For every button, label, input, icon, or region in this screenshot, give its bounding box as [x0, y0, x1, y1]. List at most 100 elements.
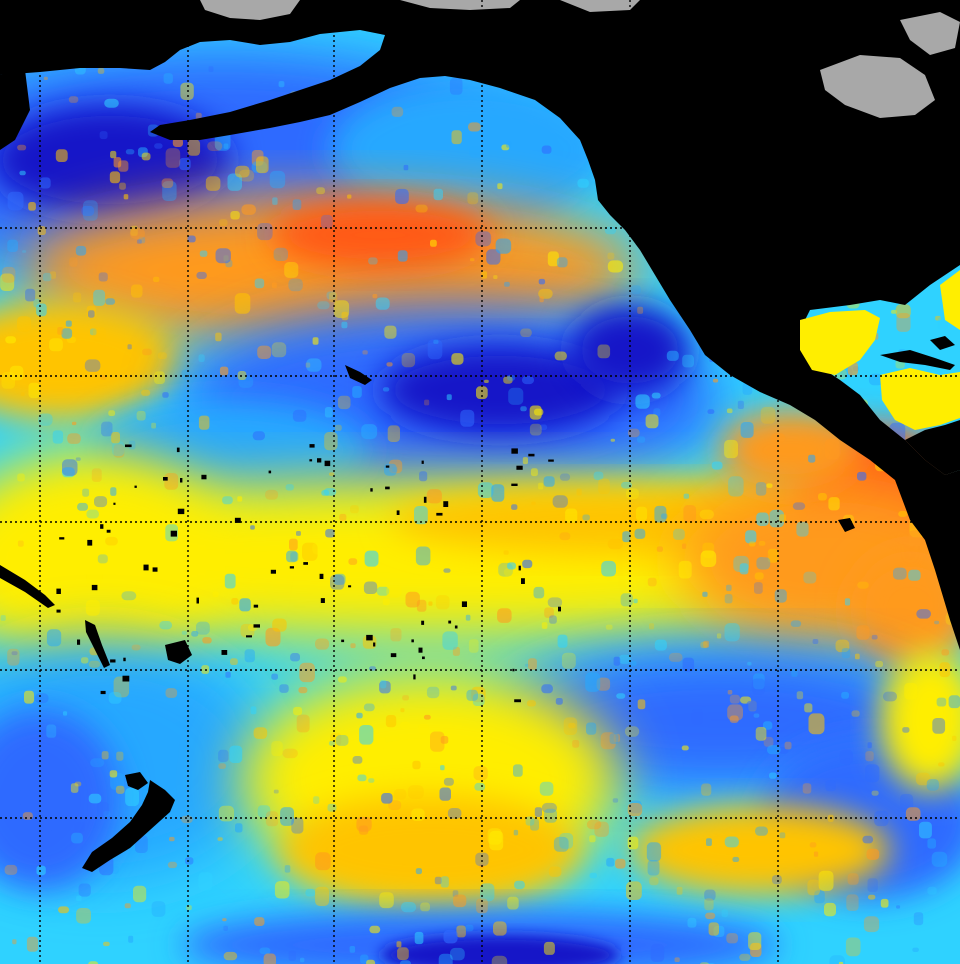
speckle [428, 601, 433, 606]
speckle [650, 943, 665, 962]
speckle [123, 194, 129, 200]
speckle [513, 829, 519, 836]
speckle [241, 204, 256, 215]
speckle [379, 681, 391, 694]
speckle [683, 505, 697, 523]
speckle [666, 350, 679, 361]
speckle [280, 807, 294, 826]
speckle [61, 467, 75, 478]
speckle [895, 304, 911, 319]
speckle [607, 260, 624, 273]
atoll [234, 517, 241, 523]
speckle [240, 623, 255, 638]
speckle [796, 691, 804, 700]
speckle [81, 205, 95, 216]
speckle [91, 468, 102, 482]
speckle [748, 932, 762, 950]
speckle [661, 513, 668, 519]
speckle [269, 170, 286, 189]
speckle [63, 711, 68, 716]
speckle [377, 737, 386, 749]
speckle [34, 693, 49, 704]
speckle [435, 595, 450, 610]
atoll [320, 598, 325, 603]
speckle [101, 751, 109, 760]
speckle [291, 817, 304, 834]
speckle [525, 663, 530, 667]
speckle [25, 288, 36, 302]
atoll [100, 524, 104, 529]
speckle [466, 689, 478, 701]
speckle [729, 694, 740, 704]
speckle [724, 439, 738, 459]
speckle [630, 285, 641, 295]
speckle [326, 291, 337, 300]
speckle [119, 182, 126, 190]
atoll [411, 639, 414, 643]
speckle [453, 894, 467, 908]
speckle [493, 921, 507, 936]
speckle [620, 593, 633, 607]
speckle [948, 695, 960, 709]
speckle [313, 796, 320, 804]
atoll [122, 675, 130, 682]
speckle [111, 432, 120, 444]
speckle [329, 472, 335, 476]
atoll-dots [56, 444, 561, 703]
speckle [440, 736, 449, 744]
atoll [324, 460, 331, 467]
speckle [919, 821, 932, 839]
speckle [99, 131, 108, 140]
island-chain-west [85, 620, 110, 668]
speckle [265, 811, 279, 827]
speckle [753, 673, 765, 690]
speckle [467, 192, 479, 205]
speckle [493, 275, 498, 279]
speckle [181, 630, 187, 635]
speckle [186, 905, 192, 911]
speckle [363, 703, 375, 712]
speckle [124, 903, 131, 909]
speckle [76, 895, 82, 901]
speckle [69, 257, 78, 267]
north-warm-core [270, 200, 490, 270]
speckle [36, 865, 46, 876]
speckle [196, 621, 210, 635]
speckle [339, 513, 347, 521]
speckle [724, 623, 740, 642]
speckle [317, 301, 330, 310]
speckle [880, 898, 889, 908]
speckle [101, 421, 113, 437]
speckle [382, 598, 390, 606]
speckle [740, 422, 754, 438]
speckle [46, 724, 57, 738]
speckle [649, 623, 655, 630]
speckle [284, 262, 299, 278]
atoll [176, 447, 180, 453]
speckle [582, 514, 590, 521]
speckle [755, 826, 768, 836]
atoll [348, 585, 352, 588]
speckle [739, 563, 749, 575]
speckle [105, 536, 118, 546]
speckle [74, 781, 82, 787]
speckle [913, 912, 924, 926]
speckle [497, 608, 512, 623]
atoll [309, 444, 315, 448]
speckle [868, 894, 876, 900]
speckle [828, 497, 840, 511]
speckle [926, 779, 939, 791]
speckle [397, 250, 408, 262]
speckle [208, 66, 214, 72]
speckle [626, 881, 642, 900]
speckle [348, 558, 358, 565]
speckle [347, 194, 352, 199]
speckle [384, 325, 397, 339]
speckle [112, 441, 125, 457]
speckle [271, 673, 278, 680]
speckle [368, 257, 378, 265]
speckle [607, 538, 623, 550]
speckle [430, 731, 445, 752]
speckle [541, 145, 552, 154]
speckle [772, 875, 782, 885]
